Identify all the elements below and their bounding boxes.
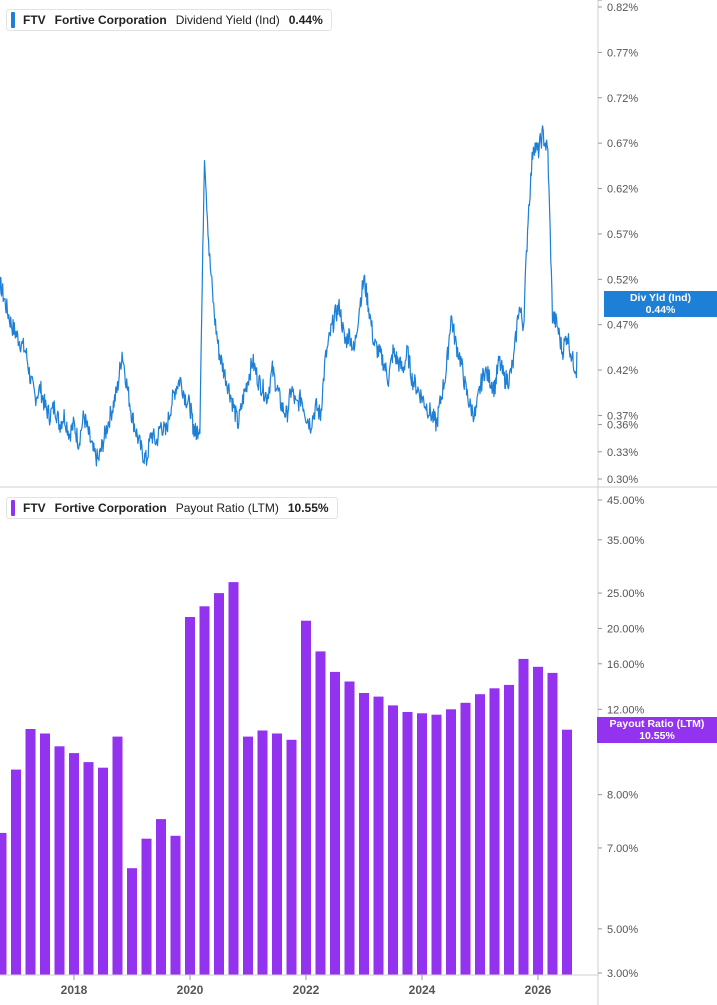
y-tick-label: 0.67% — [607, 138, 638, 150]
legend-metric: Payout Ratio (LTM) — [175, 501, 279, 515]
payout-ratio-bar — [562, 729, 572, 975]
payout-ratio-bar — [315, 651, 326, 975]
payout-ratio-bar — [301, 620, 311, 975]
payout-ratio-bar — [199, 606, 210, 975]
payout-ratio-bar — [228, 582, 239, 975]
y-tick-label: 0.77% — [607, 47, 638, 59]
legend-ticker: FTV — [23, 501, 46, 515]
y-tick-label: 0.37% — [607, 410, 638, 422]
legend-value: 10.55% — [287, 501, 329, 515]
y-tick-label: 3.00% — [607, 968, 638, 980]
payout-ratio-bar — [504, 684, 514, 975]
payout-ratio-bar — [141, 838, 152, 975]
payout-ratio-bar — [25, 729, 36, 975]
payout-ratio-bar — [373, 696, 384, 975]
x-tick-label: 2026 — [525, 983, 552, 997]
payout-ratio-bar — [446, 709, 456, 975]
payout-ratio-current-tag: Payout Ratio (LTM) 10.55% — [597, 717, 717, 743]
y-tick-label: 16.00% — [607, 659, 645, 671]
payout-ratio-legend: FTV Fortive Corporation Payout Ratio (LT… — [6, 497, 338, 519]
legend-ticker: FTV — [23, 13, 46, 27]
y-tick-label: 0.33% — [607, 447, 638, 459]
dividend-yield-line — [0, 125, 578, 467]
y-tick-label: 0.72% — [607, 93, 638, 105]
payout-ratio-bar — [54, 746, 65, 975]
payout-ratio-bar — [402, 712, 413, 975]
payout-ratio-bar — [547, 672, 558, 975]
legend-company: Fortive Corporation — [54, 13, 167, 27]
payout-ratio-bar — [417, 713, 427, 975]
y-tick-label: 0.82% — [607, 2, 638, 14]
payout-ratio-bar — [359, 693, 369, 975]
x-tick-label: 2020 — [177, 983, 204, 997]
payout-ratio-bar — [98, 767, 108, 975]
payout-ratio-bar — [185, 617, 195, 975]
dividend-yield-legend: FTV Fortive Corporation Dividend Yield (… — [6, 9, 332, 31]
tag-value: 0.44% — [645, 304, 676, 316]
y-tick-label: 8.00% — [607, 790, 638, 802]
payout-ratio-bar — [83, 762, 94, 975]
payout-ratio-bar — [460, 702, 471, 975]
payout-ratio-bar — [272, 733, 282, 975]
payout-ratio-bar — [112, 736, 123, 975]
payout-ratio-bar — [475, 694, 485, 975]
x-tick-label: 2022 — [293, 983, 320, 997]
payout-ratio-bar — [156, 819, 166, 975]
x-tick-label: 2018 — [61, 983, 88, 997]
payout-ratio-bar — [257, 730, 268, 975]
tag-label: Div Yld (Ind) — [629, 292, 692, 304]
legend-metric: Dividend Yield (Ind) — [175, 13, 280, 27]
payout-ratio-bar — [127, 868, 137, 975]
tag-label: Payout Ratio (LTM) — [609, 718, 705, 730]
y-tick-label: 0.57% — [607, 229, 638, 241]
payout-ratio-bar — [330, 671, 340, 975]
y-tick-label: 0.42% — [607, 365, 638, 377]
payout-ratio-bar — [243, 736, 253, 975]
y-tick-label: 0.62% — [607, 184, 638, 196]
y-tick-label: 0.52% — [607, 274, 638, 286]
payout-ratio-bar — [344, 681, 355, 975]
payout-ratio-bar — [69, 753, 79, 975]
y-tick-label: 5.00% — [607, 924, 638, 936]
y-tick-label: 7.00% — [607, 843, 638, 855]
payout-ratio-plot — [0, 582, 572, 975]
y-tick-label: 25.00% — [607, 588, 645, 600]
y-tick-label: 12.00% — [607, 704, 645, 716]
payout-ratio-swatch — [11, 500, 15, 516]
y-tick-label: 45.00% — [607, 495, 645, 507]
payout-ratio-bar — [431, 714, 442, 975]
dividend-yield-current-tag: Div Yld (Ind) 0.44% — [604, 291, 717, 317]
payout-ratio-bar — [286, 739, 297, 975]
payout-ratio-bar — [388, 705, 398, 975]
payout-ratio-bar — [11, 769, 21, 975]
dividend-yield-swatch — [11, 12, 15, 28]
y-tick-label: 20.00% — [607, 623, 645, 635]
dividend-yield-plot — [0, 125, 578, 467]
tag-value: 10.55% — [639, 730, 675, 742]
payout-ratio-bar — [170, 835, 181, 975]
y-tick-label: 0.30% — [607, 474, 638, 486]
payout-ratio-bar — [214, 593, 224, 975]
payout-ratio-bar — [489, 688, 500, 975]
legend-value: 0.44% — [288, 13, 323, 27]
y-tick-label: 0.36% — [607, 420, 638, 432]
legend-company: Fortive Corporation — [54, 501, 167, 515]
payout-ratio-bar — [0, 832, 7, 975]
payout-ratio-bar — [533, 666, 543, 975]
payout-ratio-bar — [40, 733, 50, 975]
x-tick-label: 2024 — [409, 983, 436, 997]
payout-ratio-bar — [518, 658, 529, 975]
y-tick-label: 35.00% — [607, 535, 645, 547]
y-tick-label: 0.47% — [607, 320, 638, 332]
y-tick-label: 2.27% — [607, 0, 638, 3]
